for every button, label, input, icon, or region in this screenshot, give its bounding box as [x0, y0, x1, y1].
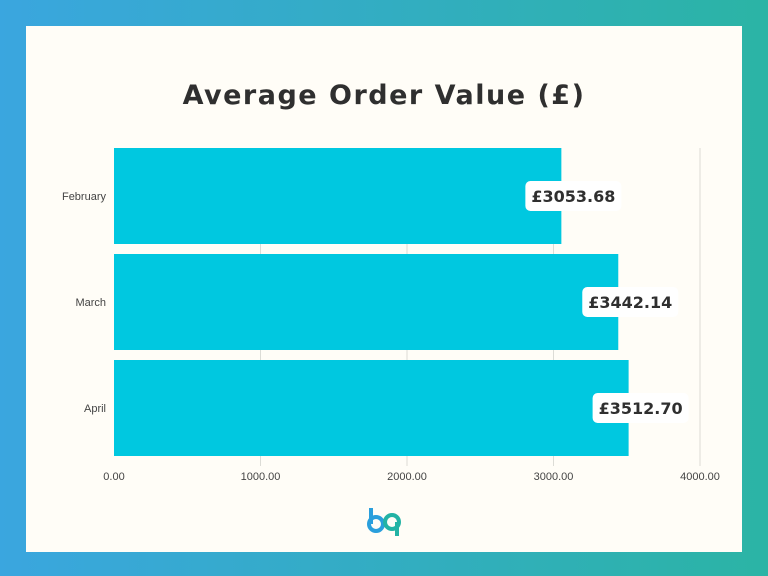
- bar: [114, 254, 619, 350]
- y-category-label: April: [84, 403, 106, 415]
- data-label: £3442.14: [588, 293, 672, 312]
- bar: [114, 360, 629, 456]
- x-tick-label: 1000.00: [241, 471, 281, 483]
- y-category-label: March: [75, 297, 106, 309]
- x-tick-label: 3000.00: [534, 471, 574, 483]
- data-label: £3512.70: [599, 399, 683, 418]
- data-label-box: [525, 181, 622, 211]
- x-tick-label: 0.00: [103, 471, 124, 483]
- bar: [114, 148, 562, 244]
- data-label-box: [592, 393, 689, 423]
- data-label: £3053.68: [531, 187, 615, 206]
- x-tick-label: 4000.00: [680, 471, 720, 483]
- y-category-label: February: [62, 191, 107, 203]
- chart-title: Average Order Value (£): [182, 80, 586, 111]
- x-tick-label: 2000.00: [387, 471, 427, 483]
- data-label-box: [582, 287, 679, 317]
- bp-logo-icon: bp: [367, 508, 401, 536]
